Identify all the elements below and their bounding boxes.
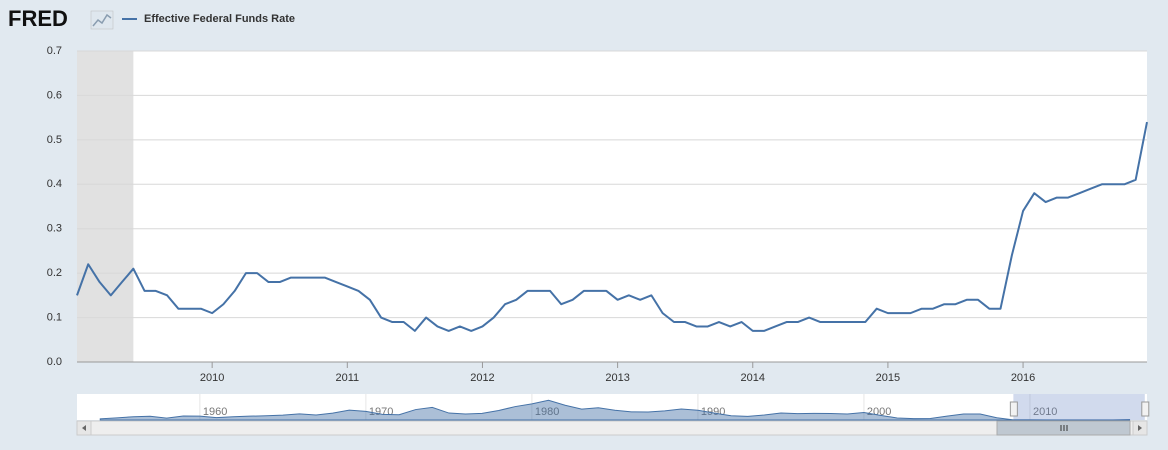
x-tick-label: 2011 [335, 372, 359, 384]
shaded-range [77, 51, 134, 362]
navigator-tick-label: 2010 [1033, 406, 1057, 418]
y-tick-label: 0.2 [47, 267, 62, 279]
arrow-right [1138, 425, 1142, 431]
navigator: 1960 1970 1980 1990 2000 2010 [99, 394, 1150, 421]
legend-label: Effective Federal Funds Rate [144, 13, 295, 25]
plot: 0.0 0.1 0.2 0.3 0.4 0.5 0.6 0.7 2010 2011 2012 2013… [47, 45, 1148, 384]
navigator-tick-label: 2000 [867, 406, 891, 418]
thumb-grip [1060, 425, 1068, 431]
y-tick-label: 0.4 [47, 178, 62, 190]
x-tick-label: 2016 [1011, 372, 1035, 384]
scrollbar-track[interactable] [76, 420, 1148, 436]
x-tick-label: 2012 [470, 372, 494, 384]
navigator-handle[interactable] [1009, 401, 1018, 417]
navigator-selection [1013, 394, 1145, 420]
y-tick-label: 0.6 [47, 89, 62, 101]
navigator-area [99, 399, 1131, 421]
navigator-tick-label: 1980 [535, 406, 559, 418]
y-tick-label: 0.1 [47, 311, 62, 323]
logo-icon [90, 10, 114, 30]
series-line [76, 121, 1148, 332]
x-tick-label: 2014 [741, 372, 765, 384]
x-tick-label: 2013 [605, 372, 629, 384]
navigator-tick-label: 1990 [701, 406, 725, 418]
y-tick-label: 0.5 [47, 134, 62, 146]
y-tick-label: 0.0 [47, 356, 62, 368]
x-tick-label: 2015 [876, 372, 900, 384]
navigator-tick-label: 1960 [203, 406, 227, 418]
y-tick-label: 0.7 [47, 45, 62, 57]
x-tick-label: 2010 [200, 372, 224, 384]
plot-area [77, 51, 1147, 362]
arrow-left [82, 425, 86, 431]
y-tick-label: 0.3 [47, 223, 62, 235]
scrollbar[interactable] [76, 420, 1148, 436]
navigator-handle[interactable] [1141, 401, 1150, 417]
brand-logo: FRED [8, 6, 68, 31]
